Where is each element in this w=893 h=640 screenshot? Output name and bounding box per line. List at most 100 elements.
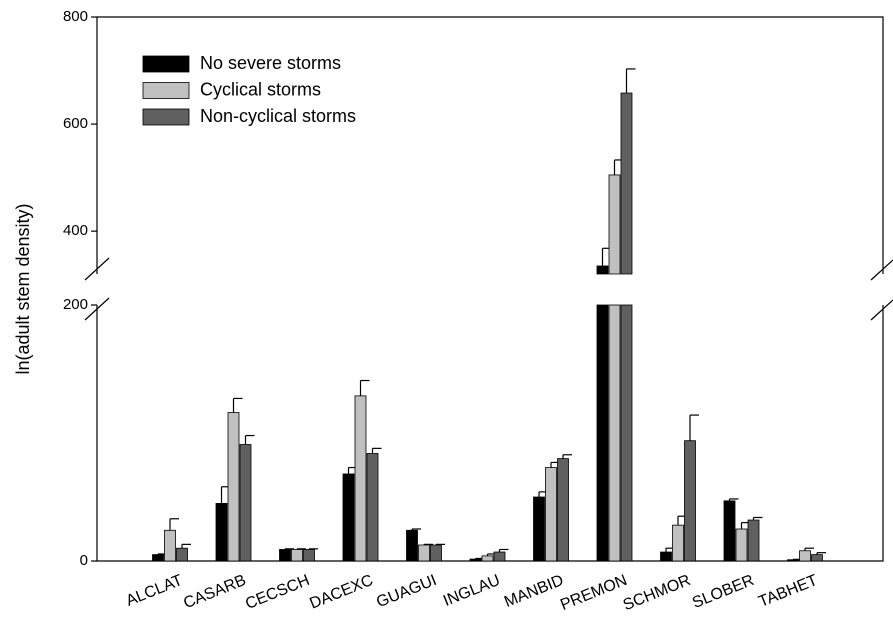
bar [367,453,378,561]
bar [812,555,823,561]
x-tick-label: SCHMOR [621,572,693,614]
y-tick-label: 400 [63,222,88,239]
bar-part [177,548,188,561]
bar-part [216,503,227,561]
y-tick-label: 600 [63,115,88,132]
bar-part [736,529,747,561]
legend-label: No severe storms [200,53,341,73]
error-bar [563,455,572,459]
x-tick-label: MANBID [502,572,566,611]
bar [419,545,430,561]
bar-part [292,549,303,561]
error-bar [436,544,445,545]
bar [165,530,176,561]
x-tick-label: INGLAU [441,572,503,610]
legend-swatch [143,56,189,72]
error-bar [361,381,370,396]
bar [482,556,493,561]
bar-part [343,474,354,561]
bar-part [534,497,545,561]
bar-part [748,520,759,561]
bar-part [407,530,418,561]
bar-part [240,445,251,561]
bar-part [367,453,378,561]
bar-part [482,556,493,561]
bar [685,441,696,561]
bar [407,530,418,561]
legend-swatch [143,83,189,99]
bar [177,548,188,561]
bar [724,501,735,561]
bar [748,520,759,561]
break-mark [871,300,893,320]
x-tick-label: DACEXC [307,572,375,613]
bar [292,549,303,561]
y-tick-label: 200 [63,296,88,313]
error-bar [309,549,318,550]
bar [228,413,239,561]
bar [546,468,557,561]
bar-part [494,552,505,561]
error-bar [246,436,255,445]
bar-part [228,413,239,561]
bar-part [621,305,632,561]
bar-part [800,551,811,561]
x-tick-label: GUAGUI [374,572,439,611]
bar-part [470,559,481,561]
bar [470,559,481,561]
x-tick-label: ALCLAT [124,572,186,610]
bar [355,396,366,561]
error-bar [373,448,382,453]
bar-part [546,468,557,561]
bar [621,93,632,561]
bar-part [355,396,366,561]
lower-frame [97,305,883,561]
bar [240,445,251,561]
bar-part [280,549,291,561]
error-bar [170,519,179,531]
x-tick-label: TABHET [756,572,820,611]
y-tick-label: 800 [63,8,88,25]
bar-part [609,305,620,561]
x-tick-label: CASARB [181,572,248,612]
bar-part [685,441,696,561]
bar [153,555,164,561]
error-bar [182,544,191,548]
bar-part [558,459,569,561]
bar [304,549,315,561]
legend-swatch [143,109,189,125]
bar-part [673,525,684,561]
bar [216,503,227,561]
error-bar [690,415,699,441]
bar [534,497,545,561]
bar-part [661,552,672,561]
x-tick-label: SLOBER [690,572,757,612]
bar-part [597,266,608,274]
bar [661,552,672,561]
error-bar [627,69,636,93]
bar-part [165,530,176,561]
bar-part [609,175,620,274]
bar-part [597,305,608,561]
legend-label: Non-cyclical storms [200,106,356,126]
bar-part [304,549,315,561]
bar-part [812,555,823,561]
bar-part [431,545,442,561]
bar-part [621,93,632,274]
bar [800,551,811,561]
y-axis-label: ln(adult stem density) [13,203,33,374]
y-tick-label: 0 [80,552,88,569]
bar [558,459,569,561]
bar [597,266,608,561]
x-tick-label: PREMON [558,572,629,614]
bar-part [419,545,430,561]
bar [494,552,505,561]
legend-label: Cyclical storms [200,79,321,99]
bar [736,529,747,561]
break-mark [871,260,893,280]
x-tick-label: CECSCH [243,572,312,613]
bar [673,525,684,561]
bar [343,474,354,561]
bar [609,175,620,561]
